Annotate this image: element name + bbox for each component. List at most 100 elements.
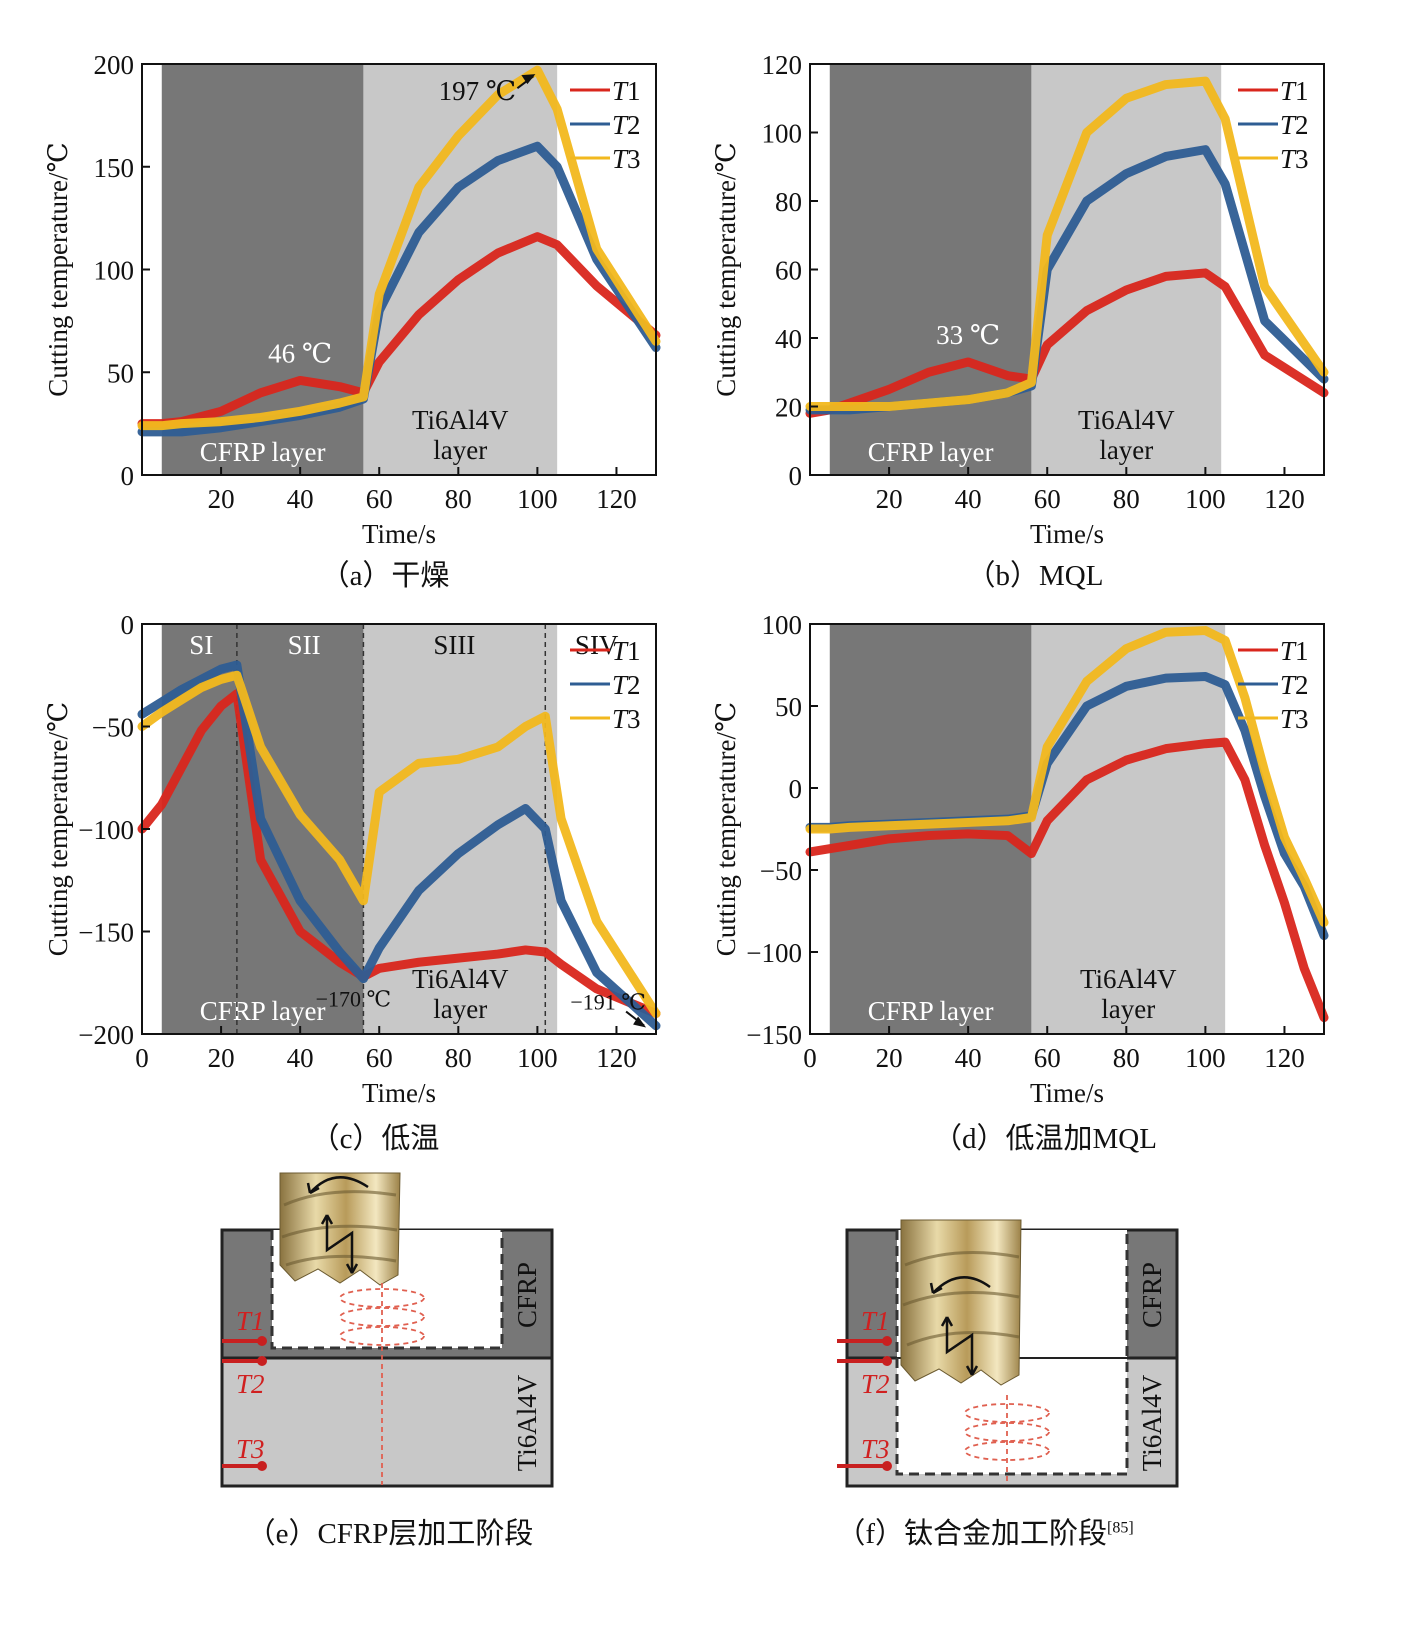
x-tick-label: 20 [876, 484, 903, 514]
y-tick-label: −150 [78, 918, 134, 948]
y-tick-label: 200 [94, 50, 135, 80]
annotation: −170 ℃ [316, 987, 392, 1012]
legend-label-t3: T3 [612, 704, 641, 734]
y-tick-label: 20 [775, 393, 802, 423]
x-tick-label: 80 [1113, 1043, 1140, 1073]
y-tick-label: 50 [775, 692, 802, 722]
band-label-cfrp: CFRP layer [200, 996, 326, 1026]
series-line-t3 [137, 65, 661, 431]
x-axis-label: Time/s [362, 1078, 436, 1108]
chart-panel-b: CFRP layer Ti6Al4V layer 0 20 40 60 80 100 120 20 4… [690, 0, 1406, 592]
caption-d: （d）低温加MQL [933, 1123, 1157, 1155]
annotation-arrowhead [521, 74, 536, 85]
sensor-label-t1-f: T1 [861, 1306, 890, 1336]
x-tick-label: 80 [445, 1043, 472, 1073]
x-tick-label: 20 [208, 484, 235, 514]
y-tick-label: 0 [121, 610, 135, 640]
y-tick-label: −50 [760, 856, 802, 886]
series-line-t3 [805, 626, 1329, 927]
y-tick-label: 80 [775, 187, 802, 217]
band-light [1031, 64, 1222, 475]
x-tick-label: 0 [135, 1043, 149, 1073]
x-tick-label: 60 [366, 484, 393, 514]
y-axis-label: Cutting temperature/℃ [711, 702, 741, 956]
y-tick-label: 0 [789, 461, 803, 491]
legend-label-t2: T2 [612, 110, 641, 140]
x-tick-label: 60 [366, 1043, 393, 1073]
x-tick-label: 120 [1264, 1043, 1305, 1073]
band-light [1031, 624, 1226, 1034]
band-label-ti: Ti6Al4V [1078, 405, 1175, 435]
caption-f: （f）钛合金加工阶段[85] [836, 1510, 1133, 1552]
x-tick-label: 100 [517, 1043, 558, 1073]
band-label-ti-2: layer [433, 435, 487, 465]
y-tick-label: 60 [775, 256, 802, 286]
annotation: 46 ℃ [268, 338, 332, 368]
legend-label-t3: T3 [1280, 704, 1309, 734]
y-tick-label: 40 [775, 324, 802, 354]
y-tick-label: −100 [746, 938, 802, 968]
band-label-cfrp: CFRP layer [868, 996, 994, 1026]
y-tick-label: 100 [762, 119, 803, 149]
x-tick-label: 120 [596, 1043, 637, 1073]
series-line-t1 [805, 737, 1329, 1023]
y-tick-label: −50 [92, 713, 134, 743]
stage-label: SII [288, 630, 321, 660]
legend-label-t2: T2 [1280, 670, 1309, 700]
x-tick-label: 40 [955, 484, 982, 514]
caption-e: （e）CFRP层加工阶段 [246, 1518, 534, 1550]
x-tick-label: 20 [876, 1043, 903, 1073]
x-tick-label: 20 [208, 1043, 235, 1073]
band-label-ti-2: layer [1101, 994, 1155, 1024]
sensor-label-t2-f: T2 [861, 1369, 890, 1399]
chart-panel-d: CFRP layer Ti6Al4V layer −150 −100 −50 0 50 100 0… [690, 590, 1406, 1155]
legend-label-t3: T3 [612, 144, 641, 174]
sensor-label-t3-f: T3 [861, 1434, 890, 1464]
series-line-t3 [137, 670, 661, 1018]
caption-f-ref: [85] [1107, 1519, 1134, 1537]
y-tick-label: −150 [746, 1020, 802, 1050]
x-tick-label: 40 [287, 484, 314, 514]
layer-label-ti: Ti6Al4V [512, 1374, 542, 1471]
y-tick-label: −200 [78, 1020, 134, 1050]
plot-frame [809, 623, 1325, 1035]
chart-panel-c: CFRP layer Ti6Al4V layer SI SII SIII SIV −200 −1… [0, 590, 690, 1155]
x-tick-label: 60 [1034, 484, 1061, 514]
x-tick-label: 40 [955, 1043, 982, 1073]
end-mill-e [279, 1172, 401, 1286]
band-label-cfrp: CFRP layer [868, 437, 994, 467]
y-tick-label: 0 [121, 461, 135, 491]
y-tick-label: 100 [762, 610, 803, 640]
caption-f-text: （f）钛合金加工阶段 [836, 1518, 1108, 1550]
band-label-ti: Ti6Al4V [412, 405, 509, 435]
sensor-label-t2: T2 [236, 1369, 265, 1399]
stage-label: SI [189, 630, 213, 660]
legend-label-t2: T2 [612, 670, 641, 700]
series-line-t2 [137, 660, 661, 1031]
x-tick-label: 80 [1113, 484, 1140, 514]
x-tick-label: 0 [803, 1043, 817, 1073]
x-tick-label: 120 [1264, 484, 1305, 514]
sensor-label-t1: T1 [236, 1306, 265, 1336]
band-label-ti-2: layer [433, 994, 487, 1024]
legend-label-t1: T1 [612, 76, 641, 106]
annotation: −191 ℃ [570, 990, 646, 1015]
y-axis-label: Cutting temperature/℃ [711, 142, 741, 396]
band-label-ti-2: layer [1099, 435, 1153, 465]
x-tick-label: 100 [1185, 1043, 1226, 1073]
legend-label-t1: T1 [612, 636, 641, 666]
layer-label-cfrp: CFRP [512, 1262, 542, 1328]
stage-label: SIV [575, 630, 619, 660]
band-label-ti: Ti6Al4V [412, 964, 509, 994]
sensor-label-t3: T3 [236, 1434, 265, 1464]
legend-label-t2: T2 [1280, 110, 1309, 140]
caption-a: （a）干燥 [320, 560, 450, 592]
caption-b: （b）MQL [966, 560, 1104, 592]
series-line-t3 [805, 76, 1329, 411]
band-label-cfrp: CFRP layer [200, 437, 326, 467]
y-tick-label: −100 [78, 815, 134, 845]
